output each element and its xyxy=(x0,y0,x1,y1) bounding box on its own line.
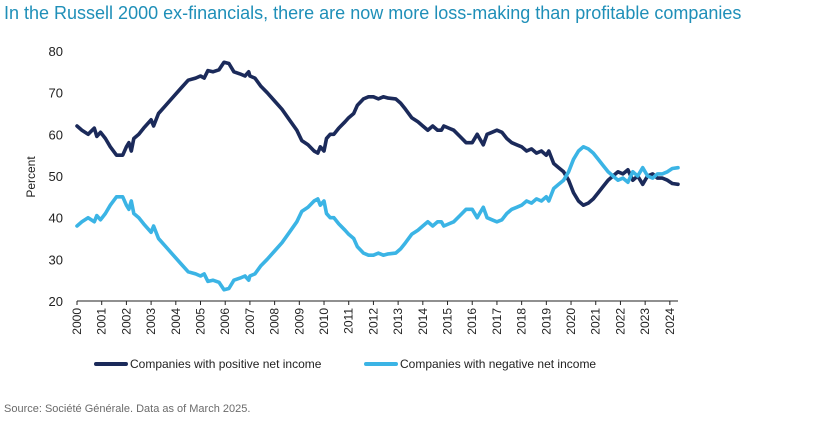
x-tick-label: 2014 xyxy=(416,308,430,335)
x-tick-label: 2008 xyxy=(268,308,282,335)
source-note: Source: Société Générale. Data as of Mar… xyxy=(4,403,251,415)
x-tick-label: 2013 xyxy=(391,308,405,335)
x-tick-label: 2022 xyxy=(613,308,627,335)
x-tick-label: 2009 xyxy=(292,308,306,335)
series-line-negative xyxy=(75,145,680,292)
legend-label: Companies with negative net income xyxy=(400,357,596,371)
y-axis: 20 30 40 50 60 70 80 xyxy=(49,44,63,309)
y-axis-title: Percent xyxy=(24,156,38,198)
y-tick-label: 70 xyxy=(49,86,63,101)
x-tick-label: 2010 xyxy=(317,308,331,335)
x-tick-label: 2021 xyxy=(589,308,603,335)
legend: Companies with positive net income Compan… xyxy=(94,357,596,371)
x-tick-label: 2006 xyxy=(218,308,232,335)
series-line-positive xyxy=(75,60,680,207)
y-tick-label: 40 xyxy=(49,211,63,226)
x-tick-label: 2007 xyxy=(243,308,257,335)
y-tick-label: 50 xyxy=(49,169,63,184)
x-tick-label: 2020 xyxy=(564,308,578,335)
x-tick-label: 2019 xyxy=(539,308,553,335)
x-tick-label: 2011 xyxy=(342,308,356,334)
x-tick-label: 2001 xyxy=(95,308,109,335)
x-axis: 2000 2001 2002 2003 2004 2005 2006 2007 2008 2009… xyxy=(70,301,677,335)
x-tick-label: 2003 xyxy=(144,308,158,335)
x-tick-label: 2004 xyxy=(169,308,183,335)
x-tick-label: 2002 xyxy=(119,308,133,335)
y-tick-label: 20 xyxy=(49,294,63,309)
x-tick-label: 2015 xyxy=(441,308,455,335)
y-tick-label: 80 xyxy=(49,44,63,59)
chart-title: In the Russell 2000 ex-financials, there… xyxy=(4,3,742,23)
x-tick-label: 2024 xyxy=(663,308,677,335)
x-tick-label: 2023 xyxy=(638,308,652,335)
x-tick-label: 2005 xyxy=(194,308,208,335)
y-tick-label: 30 xyxy=(49,252,63,267)
y-tick-label: 60 xyxy=(49,127,63,142)
x-tick-label: 2016 xyxy=(465,308,479,335)
x-tick-label: 2017 xyxy=(490,308,504,335)
x-tick-label: 2012 xyxy=(366,308,380,335)
x-tick-label: 2018 xyxy=(515,308,529,335)
legend-label: Companies with positive net income xyxy=(130,357,322,371)
series-group xyxy=(75,60,680,292)
x-tick-label: 2000 xyxy=(70,308,84,335)
